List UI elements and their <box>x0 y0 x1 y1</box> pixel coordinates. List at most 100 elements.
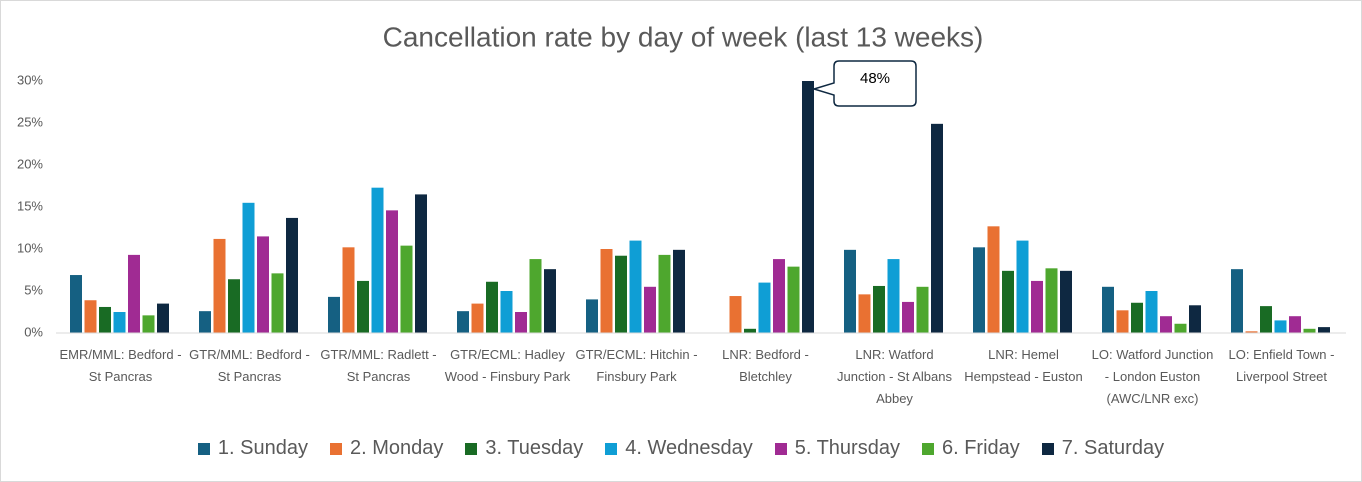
bar <box>213 238 226 333</box>
legend-label: 7. Saturday <box>1061 437 1165 459</box>
legend-swatch <box>774 442 787 455</box>
bar <box>1045 268 1058 333</box>
bar <box>744 328 756 333</box>
bar <box>500 291 513 333</box>
legend-label: 3. Tuesday <box>485 437 584 459</box>
legend-label: 6. Friday <box>941 437 1020 459</box>
legend-label: 4. Wednesday <box>625 437 753 459</box>
bar <box>1289 316 1301 333</box>
bar <box>544 269 556 333</box>
bar <box>902 301 914 333</box>
bar <box>931 123 943 333</box>
legend-label: 5. Thursday <box>794 437 900 459</box>
bar <box>1031 280 1043 333</box>
bar <box>113 312 126 333</box>
x-tick-label: GTR/MML: Bedford - St Pancras <box>189 347 310 384</box>
bar <box>471 303 484 333</box>
legend-swatch <box>605 442 618 455</box>
bar <box>1131 302 1143 333</box>
bar <box>887 259 900 333</box>
bar <box>858 294 871 333</box>
bar <box>658 254 671 333</box>
bar <box>1160 316 1172 333</box>
bar <box>486 281 498 333</box>
data-label: 48% <box>860 70 890 87</box>
bar <box>371 187 384 333</box>
y-tick-label: 30% <box>17 72 43 87</box>
bar <box>128 254 140 333</box>
x-tick-label: EMR/MML: Bedford - St Pancras <box>59 347 182 384</box>
bar <box>70 275 82 333</box>
bar <box>1245 331 1258 333</box>
x-tick-label: LNR: Watford Junction - St Albans Abbey <box>837 347 952 406</box>
legend-item: 1. Sunday <box>197 437 308 460</box>
bar <box>973 247 985 333</box>
x-tick-label: LO: Enfield Town - Liverpool Street <box>1228 347 1335 384</box>
y-tick-label: 0% <box>24 324 43 339</box>
legend-item: 5. Thursday <box>774 437 900 460</box>
legend-label: 2. Monday <box>349 437 444 459</box>
y-tick-label: 15% <box>17 198 43 213</box>
bar <box>629 240 642 333</box>
bar <box>515 312 527 333</box>
x-tick-label: GTR/ECML: Hadley Wood - Finsbury Park <box>444 347 571 384</box>
bar <box>400 245 413 333</box>
bar <box>199 311 211 333</box>
bar <box>773 259 785 333</box>
legend-item: 3. Tuesday <box>465 437 583 460</box>
bar <box>157 303 169 333</box>
bar <box>1145 291 1158 333</box>
bar <box>84 300 97 333</box>
legend-swatch <box>197 442 210 455</box>
bar <box>1002 270 1014 333</box>
x-tick-label: GTR/MML: Radlett - St Pancras <box>320 347 437 384</box>
bar <box>328 296 340 333</box>
y-tick-label: 25% <box>17 114 43 129</box>
legend-item: 2. Monday <box>329 437 444 460</box>
bar <box>644 286 656 333</box>
bar <box>758 282 771 333</box>
bar <box>1060 270 1072 333</box>
bar <box>1102 286 1114 333</box>
callout <box>811 60 917 107</box>
bar <box>386 210 398 333</box>
bar <box>615 255 627 333</box>
bar <box>802 81 814 334</box>
legend-swatch <box>921 442 934 455</box>
bar <box>342 247 355 333</box>
bar <box>415 194 427 333</box>
legend-item: 4. Wednesday <box>605 437 753 460</box>
legend: 1. Sunday 2. Monday 3. Tuesday 4. Wednesday… <box>1 437 1361 460</box>
bar <box>673 249 685 333</box>
x-tick-label: GTR/ECML: Hitchin - Finsbury Park <box>575 347 698 384</box>
bar <box>729 296 742 333</box>
y-tick-label: 10% <box>17 240 43 255</box>
bar <box>787 266 800 333</box>
bar <box>228 279 240 333</box>
bar <box>1303 328 1316 333</box>
bar <box>844 249 856 333</box>
legend-item: 7. Saturday <box>1041 437 1165 460</box>
bar <box>529 259 542 333</box>
y-tick-label: 20% <box>17 156 43 171</box>
bar <box>1318 327 1330 333</box>
bar <box>1116 310 1129 333</box>
bar <box>873 285 885 333</box>
bar <box>1274 320 1287 333</box>
legend-item: 6. Friday <box>921 437 1020 460</box>
bar <box>916 286 929 333</box>
legend-swatch <box>329 442 342 455</box>
legend-label: 1. Sunday <box>217 437 308 459</box>
bar <box>457 311 469 333</box>
x-tick-label: LNR: Bedford - Bletchley <box>722 347 809 384</box>
legend-swatch <box>1041 442 1054 455</box>
bar <box>1174 323 1187 333</box>
legend-swatch <box>465 442 478 455</box>
bar <box>1260 306 1272 333</box>
chart-title: Cancellation rate by day of week (last 1… <box>383 21 984 52</box>
bar <box>242 202 255 333</box>
bar <box>987 226 1000 333</box>
bar <box>271 273 284 333</box>
